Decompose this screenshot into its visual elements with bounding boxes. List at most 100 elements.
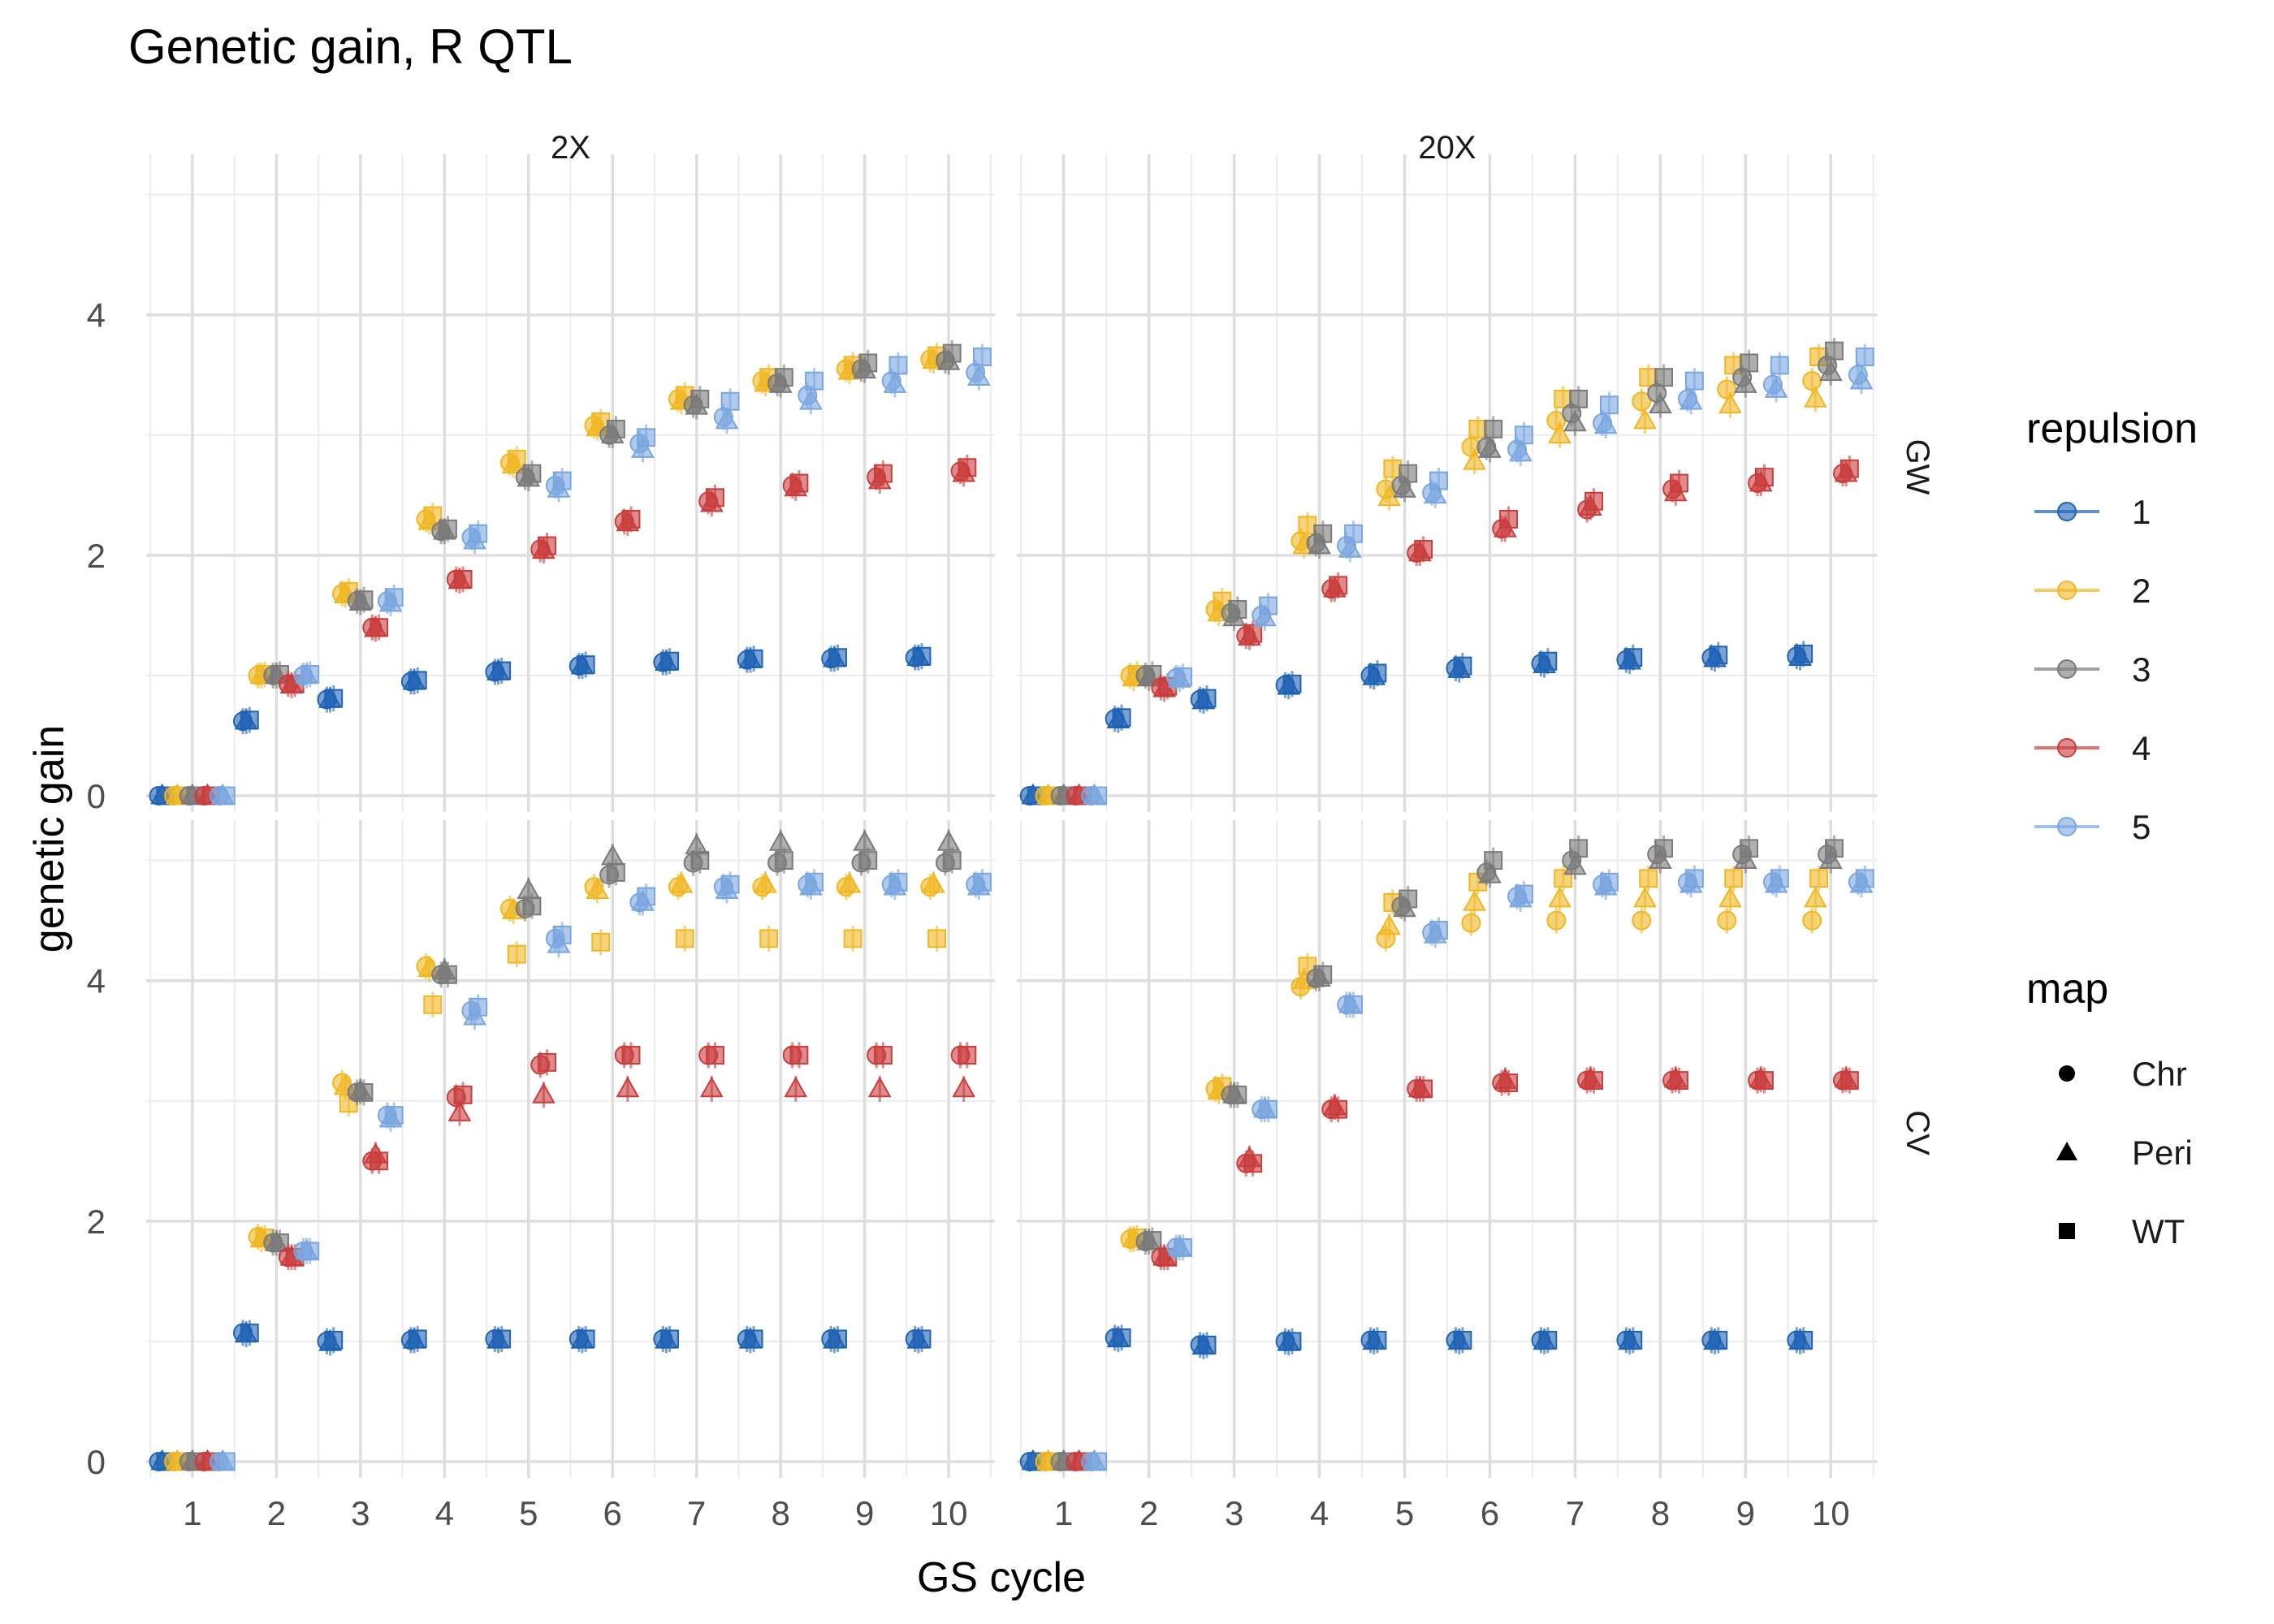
point-rep2-peri [1718, 886, 1742, 908]
legend-label-map: Peri [2132, 1134, 2193, 1172]
point-rep1-wt [1282, 1332, 1302, 1351]
y-tick-label: 0 [87, 1443, 106, 1481]
point-rep3-peri [853, 830, 876, 851]
point-rep1-wt [660, 651, 680, 671]
point-rep5-wt [552, 925, 572, 944]
point-rep5-wt [1684, 869, 1704, 888]
point-rep2-wt [1724, 869, 1744, 888]
point-rep3-wt [1399, 889, 1418, 909]
x-tick-label: 1 [1054, 1494, 1073, 1532]
y-tick-label: 2 [87, 537, 106, 575]
legend-title-map: map [2026, 965, 2108, 1013]
y-tick-label: 4 [87, 296, 106, 335]
point-rep5-wt [1684, 371, 1704, 391]
point-rep2-peri [754, 871, 777, 893]
point-rep4-wt [1584, 1071, 1603, 1091]
point-rep1-wt [1197, 1335, 1217, 1354]
point-rep4-wt [1754, 468, 1774, 487]
point-rep4-wt [789, 1046, 809, 1065]
point-rep5-peri [1849, 368, 1874, 390]
x-tick-label: 4 [435, 1494, 454, 1532]
point-rep2-peri [1804, 886, 1827, 908]
point-rep3-peri [1478, 862, 1502, 883]
point-rep1-wt [408, 1329, 427, 1349]
facet-column-strip: 2X [551, 130, 590, 166]
point-rep2-peri [1377, 914, 1401, 935]
point-rep1-wt [240, 1324, 259, 1343]
point-rep5-peri [966, 365, 991, 387]
point-rep1-wt [576, 1329, 595, 1349]
point-rep4-wt [1499, 509, 1519, 529]
point-rep2-peri [1463, 449, 1486, 470]
point-rep5-wt [637, 428, 656, 447]
point-rep2-wt [591, 932, 611, 952]
point-rep1-wt [744, 649, 763, 668]
point-rep3-wt [1569, 839, 1589, 858]
point-rep3-wt [1825, 839, 1844, 858]
point-rep4-peri [784, 1076, 808, 1098]
panel-20X-GW: 20X GW [1017, 130, 1935, 812]
point-rep3-wt [690, 851, 710, 870]
point-rep3-wt [1740, 839, 1758, 858]
point-rep4-wt [706, 488, 724, 508]
legend-key-square [2059, 1223, 2075, 1239]
point-rep2-peri [837, 871, 862, 893]
point-rep5-peri [1508, 440, 1533, 462]
point-rep4-wt [621, 509, 641, 529]
point-rep2-peri [1804, 387, 1827, 408]
point-rep1-wt [828, 648, 847, 667]
legend-label-map: Chr [2132, 1055, 2187, 1093]
point-rep2-wt [675, 929, 694, 948]
point-rep3-wt [1399, 464, 1418, 483]
point-rep3-wt [858, 353, 878, 373]
point-rep4-wt [1670, 473, 1688, 493]
point-rep3-wt [774, 851, 793, 870]
point-rep3-peri [1563, 853, 1587, 875]
point-rep4-wt [621, 1046, 641, 1065]
x-tick-label: 5 [1395, 1494, 1414, 1532]
point-rep2-chr [1717, 910, 1737, 931]
point-rep1-wt [912, 646, 932, 666]
legend-label-repulsion: 3 [2132, 650, 2151, 689]
point-rep1-wt [744, 1329, 763, 1349]
point-rep3-wt [1825, 341, 1844, 361]
x-tick-label: 10 [1812, 1494, 1850, 1532]
point-rep3-wt [1654, 839, 1674, 858]
point-rep3-peri [1733, 848, 1757, 869]
point-rep1-wt [660, 1329, 680, 1349]
facet-column-strip: 20X [1418, 130, 1476, 166]
point-rep1-wt [240, 710, 259, 730]
point-rep3-wt [606, 862, 625, 882]
x-tick-label: 3 [1225, 1494, 1243, 1532]
point-rep1-wt [1794, 1330, 1814, 1350]
point-rep2-wt [423, 506, 443, 525]
point-rep5-wt [888, 872, 908, 892]
point-rep3-peri [1308, 533, 1331, 555]
point-rep3-wt [942, 343, 962, 363]
point-rep4-peri [952, 1076, 976, 1098]
point-rep3-wt [858, 851, 878, 870]
point-rep2-wt [759, 929, 779, 948]
point-rep1-wt [1112, 708, 1131, 728]
point-rep5-wt [1344, 524, 1364, 543]
x-tick-label: 3 [351, 1494, 370, 1532]
point-rep3-wt [522, 464, 542, 483]
point-rep5-peri [799, 389, 823, 410]
legend-key-point [2057, 817, 2077, 836]
point-rep5-wt [720, 875, 740, 894]
point-rep3-peri [1478, 437, 1502, 458]
point-rep5-peri [715, 408, 739, 430]
point-rep2-wt [1468, 419, 1488, 438]
x-tick-label: 10 [930, 1494, 968, 1532]
point-rep2-chr [1461, 913, 1481, 933]
point-rep5-wt [1515, 884, 1533, 904]
point-rep3-wt [1654, 368, 1674, 387]
facet-row-strip: GW [1900, 439, 1935, 495]
legend: repulsion 1 2 3 4 5 map Chr Peri WT [2026, 405, 2198, 1250]
point-rep4-wt [873, 1046, 893, 1065]
point-rep2-peri [1633, 886, 1657, 908]
point-rep4-wt [1584, 491, 1603, 511]
point-rep3-wt [1313, 524, 1333, 543]
point-rep5-wt [1855, 869, 1874, 888]
point-rep5-wt [805, 872, 824, 892]
